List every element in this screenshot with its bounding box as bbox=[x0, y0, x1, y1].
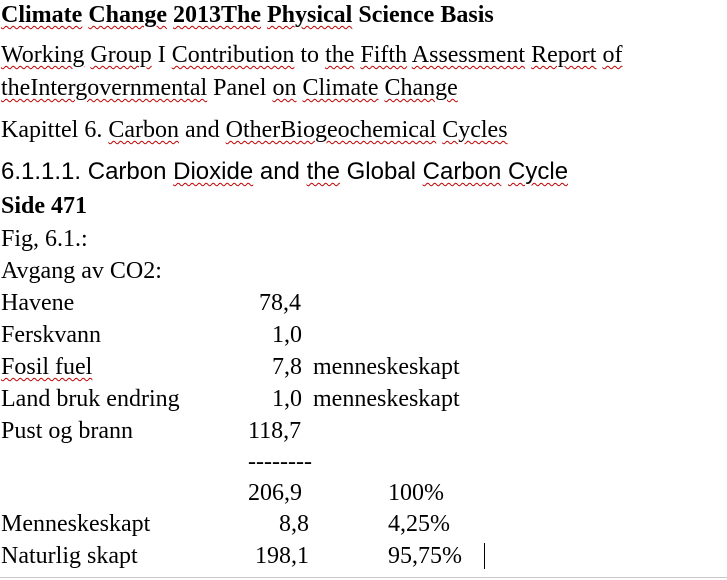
wg-word: Fifth bbox=[360, 42, 408, 68]
text-cursor bbox=[484, 543, 485, 569]
figure-reference: Fig, 6.1.: bbox=[1, 226, 88, 252]
wg-word: Working bbox=[1, 42, 85, 68]
title-word: Climate bbox=[1, 2, 83, 28]
row-note: menneskeskapt bbox=[313, 354, 460, 380]
row-value: 118,7 bbox=[248, 418, 302, 444]
row-value: 198,1 bbox=[255, 543, 309, 569]
row-label: Havene bbox=[1, 290, 75, 316]
working-group-line-2: theIntergovernmental Panel on Climate Ch… bbox=[1, 75, 458, 102]
chapter-word: OtherBiogeochemical bbox=[225, 117, 437, 143]
row-value: 1,0 bbox=[272, 322, 302, 348]
sum-separator: -------- bbox=[248, 449, 312, 475]
section-word: and bbox=[259, 158, 300, 185]
wg-word: theIntergovernmental bbox=[1, 75, 208, 101]
row-percent: 95,75% bbox=[388, 543, 462, 569]
row-label: Pust og brann bbox=[1, 418, 133, 444]
chapter-word: Kapittel bbox=[1, 117, 79, 143]
title-word: Science bbox=[358, 2, 435, 28]
row-label: Land bruk endring bbox=[1, 386, 180, 412]
page-divider bbox=[0, 577, 727, 578]
section-word: Dioxide bbox=[173, 158, 254, 185]
title-word: 2013The bbox=[173, 2, 262, 28]
wg-word: I bbox=[157, 42, 166, 68]
section-word: Carbon bbox=[422, 158, 502, 185]
row-label: Fosil fuel bbox=[1, 354, 93, 380]
section-heading: 6.1.1.1. Carbon Dioxide and the Global C… bbox=[1, 158, 568, 186]
row-value: 8,8 bbox=[279, 511, 309, 537]
page-bottom bbox=[0, 578, 727, 580]
section-word: Carbon bbox=[87, 158, 167, 185]
section-word: the bbox=[306, 158, 340, 185]
chapter-heading: Kapittel 6. Carbon and OtherBiogeochemic… bbox=[1, 117, 508, 144]
section-word: Cycle bbox=[508, 158, 569, 185]
title-word: Physical bbox=[267, 2, 353, 28]
document-title: Climate Change 2013The Physical Science B… bbox=[1, 2, 494, 29]
row-percent: 4,25% bbox=[388, 511, 450, 537]
chapter-word: Cycles bbox=[442, 117, 508, 143]
total-value: 206,9 bbox=[248, 480, 302, 506]
total-percent: 100% bbox=[388, 480, 444, 506]
co2-emissions-heading: Avgang av CO2: bbox=[1, 258, 162, 284]
wg-word: Group bbox=[90, 42, 152, 68]
chapter-word: and bbox=[184, 117, 220, 143]
row-note: menneskeskapt bbox=[313, 386, 460, 412]
row-label: Ferskvann bbox=[1, 322, 101, 348]
wg-word: Change bbox=[384, 75, 458, 101]
title-word: Change bbox=[88, 2, 167, 28]
row-label: Naturlig skapt bbox=[1, 543, 138, 569]
row-value: 7,8 bbox=[272, 354, 302, 380]
wg-word: Contribution bbox=[171, 42, 295, 68]
wg-word: the bbox=[325, 42, 355, 68]
row-value: 1,0 bbox=[272, 386, 302, 412]
wg-word: on bbox=[272, 75, 297, 101]
row-value: 78,4 bbox=[259, 290, 301, 316]
working-group-line-1: Working Group I Contribution to the Fift… bbox=[1, 42, 622, 69]
wg-word: Climate bbox=[302, 75, 379, 101]
chapter-word: 6. bbox=[84, 117, 103, 143]
section-word: Global bbox=[346, 158, 416, 185]
wg-word: of bbox=[602, 42, 623, 68]
wg-word: Assessment bbox=[411, 42, 526, 68]
section-word: 6.1.1.1. bbox=[1, 158, 82, 185]
page-reference: Side 471 bbox=[1, 193, 88, 219]
wg-word: Report bbox=[531, 42, 597, 68]
row-label: Menneskeskapt bbox=[1, 511, 151, 537]
chapter-word: Carbon bbox=[108, 117, 179, 143]
wg-word: to bbox=[300, 42, 320, 68]
wg-word: Panel bbox=[213, 75, 267, 101]
title-word: Basis bbox=[440, 2, 494, 28]
